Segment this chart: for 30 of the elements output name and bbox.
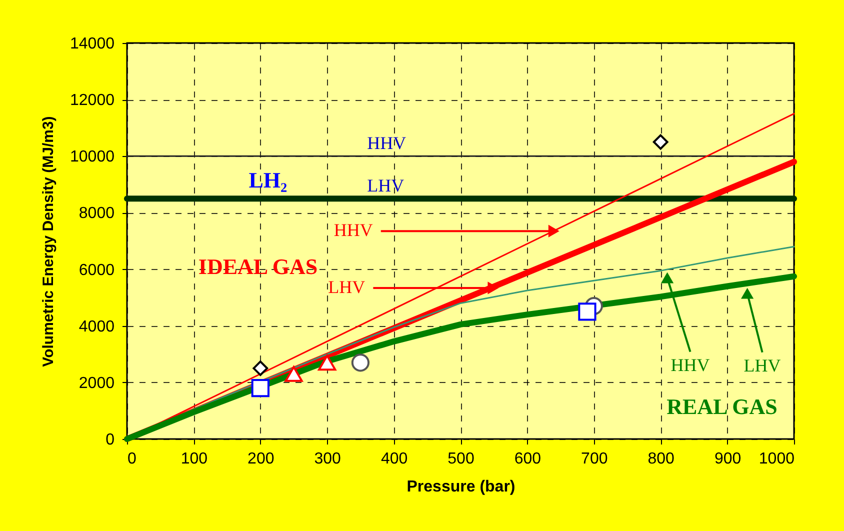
x-tick-label: 1000 — [758, 450, 795, 468]
annotation: REAL GAS — [666, 394, 778, 419]
y-tick-label: 12000 — [70, 92, 115, 110]
x-tick-label: 800 — [648, 450, 675, 468]
x-tick-label: 400 — [380, 450, 408, 468]
annotation: IDEAL GAS — [198, 254, 318, 279]
annotation: LHV — [328, 276, 366, 297]
x-tick-label: 700 — [581, 450, 608, 468]
x-tick-label: 100 — [180, 450, 208, 468]
x-tick-label: 900 — [714, 450, 742, 468]
annotation: HHV — [334, 220, 373, 240]
annotation: LH₂ — [248, 168, 288, 193]
annotation: HHV — [670, 354, 710, 375]
x-tick-label: 200 — [248, 450, 274, 468]
annotation: HHV — [367, 133, 406, 154]
y-tick-label: 2000 — [78, 374, 115, 392]
annotation: LHV — [367, 176, 404, 196]
x-tick-label: 0 — [128, 450, 136, 468]
x-tick-label: 500 — [448, 450, 474, 468]
y-tick-label: 6000 — [78, 262, 115, 279]
y-tick-label: 8000 — [78, 205, 115, 222]
y-tick-label: 0 — [106, 432, 115, 448]
annotation: LHV — [744, 355, 781, 376]
y-tick-label: 4000 — [78, 318, 115, 336]
x-axis-title: Pressure (bar) — [406, 478, 516, 496]
y-tick-label: 10000 — [70, 148, 115, 166]
y-axis-title: Volumetric Energy Density (MJ/m3) — [40, 116, 58, 367]
y-tick-label: 14000 — [70, 36, 115, 52]
x-tick-label: 300 — [314, 450, 342, 468]
x-tick-label: 600 — [514, 450, 542, 468]
